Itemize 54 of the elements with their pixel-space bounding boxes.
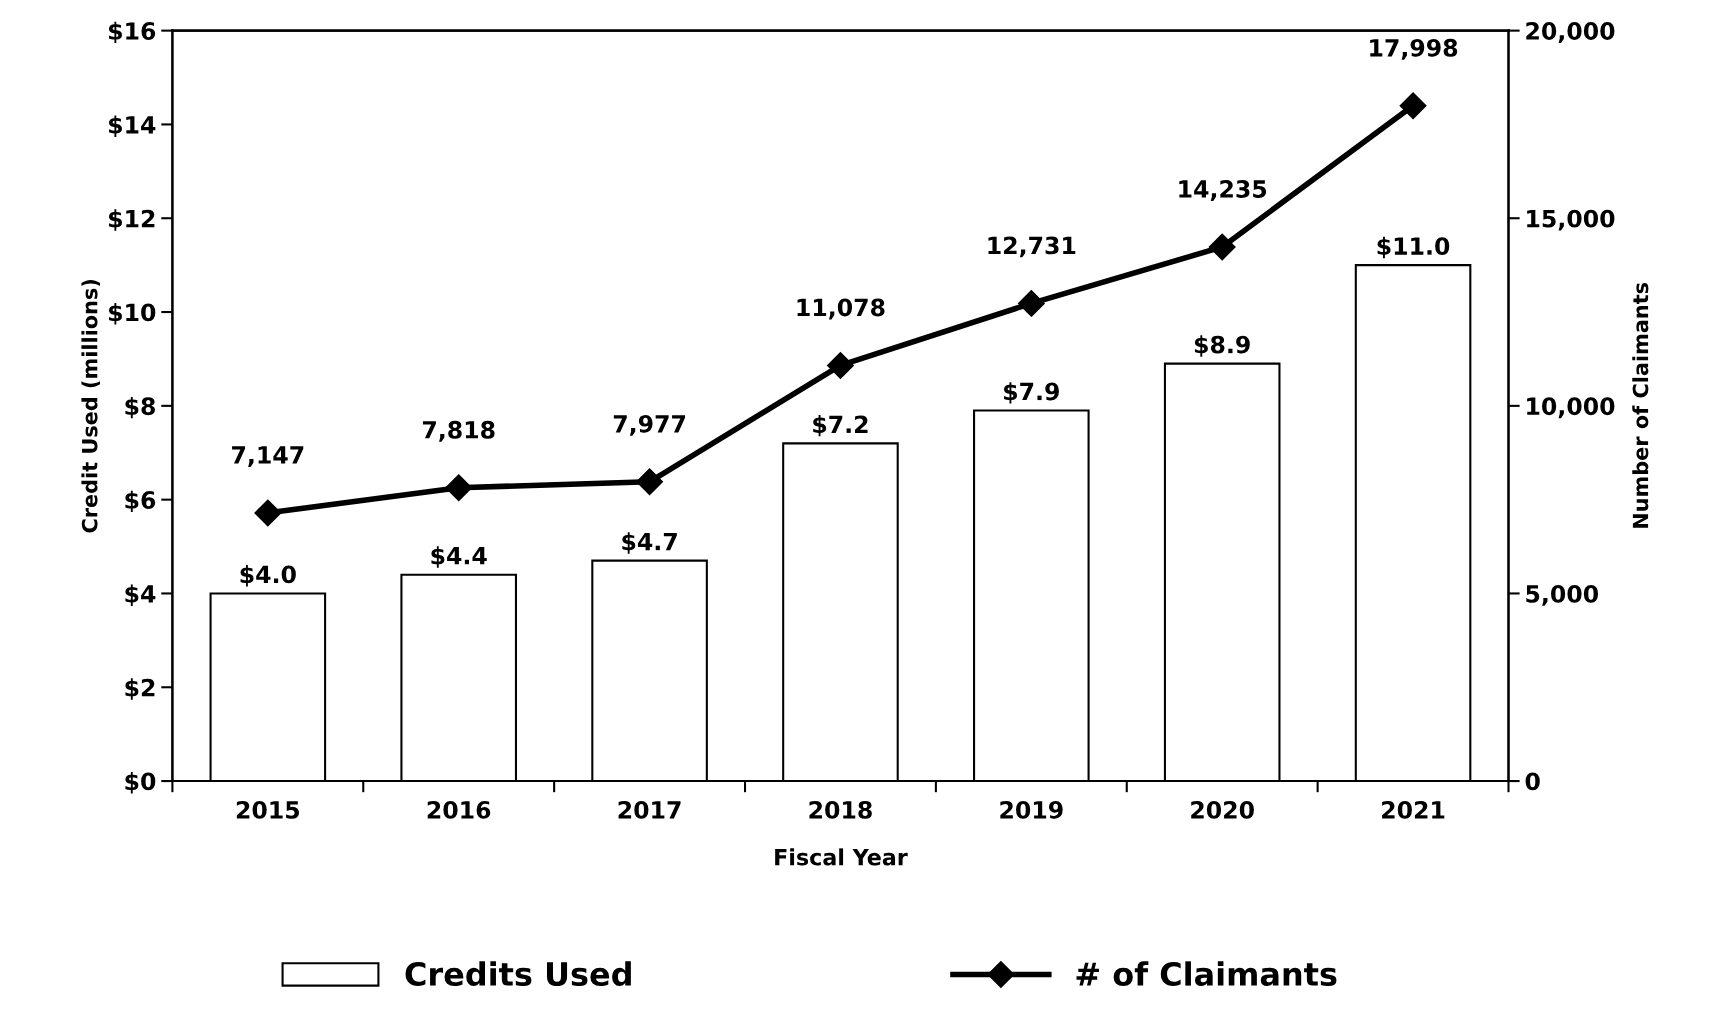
bar (973, 409, 1090, 782)
point (1208, 233, 1236, 261)
bar (782, 442, 899, 782)
point (826, 351, 854, 379)
point (636, 468, 664, 496)
data-label: 12,731 (988, 236, 1076, 258)
bar (1163, 362, 1281, 782)
y-tick-label: $4 (125, 584, 156, 606)
y-tick-label: $16 (108, 21, 156, 44)
y-tick-label: $2 (125, 678, 155, 700)
y-tick-label: $0 (125, 772, 156, 794)
point (254, 499, 282, 527)
y2-tick-label: 20,000 (1526, 22, 1615, 43)
bar (400, 573, 518, 782)
data-label: 14,235 (1179, 180, 1267, 201)
x-tick-label: 2018 (809, 800, 872, 819)
y-tick-label: $12 (108, 209, 155, 231)
legend-label: # of Claimants (1076, 961, 1337, 987)
x-tick-label: 2016 (427, 800, 491, 819)
bar (591, 559, 708, 782)
y2-tick-label: 15,000 (1527, 209, 1615, 231)
x-axis-title: Fiscal Year (775, 848, 908, 866)
y2-axis-title: Number of Claimants (1632, 282, 1649, 528)
data-label: 7,147 (232, 446, 304, 467)
bar (1354, 264, 1472, 782)
data-label: $4.0 (240, 565, 296, 587)
data-label: $7.9 (1004, 382, 1059, 404)
data-label: 17,998 (1370, 38, 1458, 60)
y-tick-label: $10 (108, 303, 156, 325)
data-label: $4.7 (622, 532, 677, 554)
data-label: 7,977 (613, 414, 686, 436)
x-tick-label: 2019 (1000, 800, 1063, 819)
x-tick-label: 2020 (1191, 800, 1254, 819)
data-label: 11,078 (797, 298, 885, 320)
y-axis-title: Credit Used (millions) (81, 279, 100, 533)
x-tick-label: 2015 (236, 800, 300, 819)
y-tick-label: $14 (108, 115, 156, 137)
data-label: $11.0 (1377, 236, 1450, 259)
point (445, 474, 473, 502)
y2-tick-label: 5,000 (1526, 584, 1599, 606)
data-label: $4.4 (431, 546, 487, 568)
x-tick-label: 2021 (1382, 800, 1445, 819)
legend-label: Credits Used (405, 961, 631, 987)
data-label: $8.9 (1194, 335, 1250, 357)
point (1017, 289, 1045, 317)
bar (209, 592, 327, 782)
y-tick-label: $8 (125, 396, 155, 419)
data-label: $7.2 (813, 414, 868, 437)
y2-tick-label: 0 (1525, 772, 1540, 791)
x-tick-label: 2017 (618, 800, 681, 819)
point (1399, 92, 1427, 120)
data-label: 7,818 (422, 420, 495, 442)
y-tick-label: $6 (125, 490, 156, 513)
y2-tick-label: 10,000 (1527, 397, 1615, 419)
